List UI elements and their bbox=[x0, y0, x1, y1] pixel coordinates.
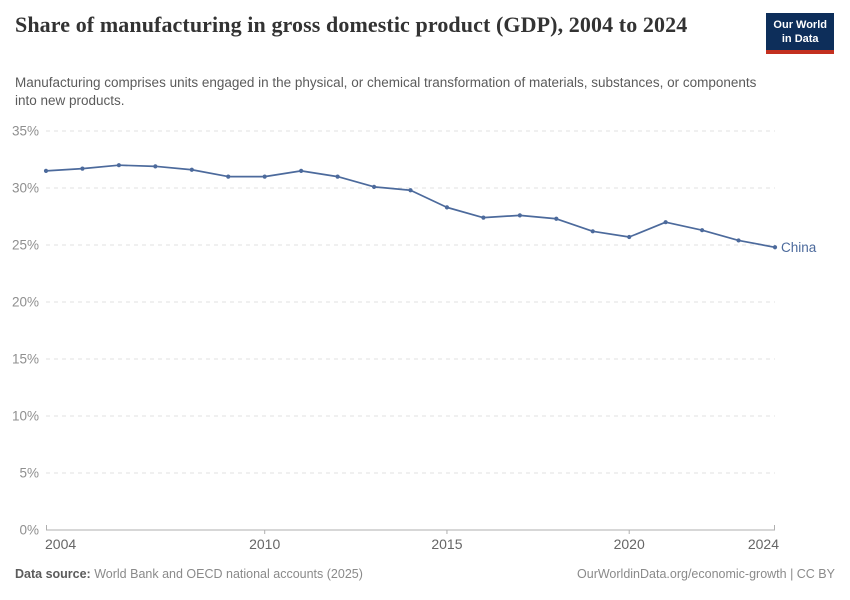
data-point bbox=[299, 168, 304, 173]
y-tick-label: 35% bbox=[12, 124, 39, 139]
data-point bbox=[226, 174, 231, 179]
chart-footer: Data source: World Bank and OECD nationa… bbox=[15, 567, 835, 581]
x-tick-label: 2015 bbox=[431, 536, 462, 552]
owid-logo-line1: Our World bbox=[773, 19, 827, 31]
data-point bbox=[627, 234, 632, 240]
data-point bbox=[700, 228, 705, 233]
series-line bbox=[45, 164, 776, 249]
owid-logo: Our World in Data bbox=[766, 13, 834, 54]
owid-logo-line2: in Data bbox=[781, 33, 819, 46]
page-title: Share of manufacturing in gross domestic… bbox=[15, 12, 688, 37]
data-point bbox=[80, 166, 85, 171]
data-point bbox=[262, 174, 267, 179]
data-point bbox=[517, 213, 522, 218]
y-tick-label: 20% bbox=[12, 295, 39, 310]
data-point bbox=[116, 163, 121, 168]
data-source-text: World Bank and OECD national accounts (2… bbox=[94, 567, 363, 581]
y-tick-label: 5% bbox=[19, 466, 39, 481]
x-tick-label: 2024 bbox=[748, 536, 779, 552]
y-tick-label: 10% bbox=[12, 409, 39, 424]
data-source: Data source: World Bank and OECD nationa… bbox=[15, 567, 363, 581]
data-point bbox=[590, 229, 595, 234]
data-source-label: Data source: bbox=[15, 567, 91, 581]
data-point bbox=[554, 216, 559, 221]
x-tick-label: 2004 bbox=[45, 536, 76, 552]
data-point bbox=[444, 205, 450, 210]
y-tick-label: 25% bbox=[12, 238, 39, 253]
data-point bbox=[335, 174, 340, 179]
y-tick-label: 30% bbox=[12, 181, 39, 196]
y-tick-label: 15% bbox=[12, 352, 39, 367]
data-point bbox=[43, 168, 49, 173]
chart-subtitle: Manufacturing comprises units engaged in… bbox=[15, 75, 757, 108]
data-point bbox=[481, 215, 486, 220]
data-point bbox=[153, 164, 158, 169]
data-point bbox=[371, 184, 377, 189]
data-point bbox=[772, 245, 778, 250]
credit-link: OurWorldinData.org/economic-growth | CC … bbox=[577, 567, 835, 581]
data-point bbox=[408, 188, 413, 193]
series-end-label: China bbox=[781, 240, 817, 255]
x-tick-label: 2020 bbox=[614, 536, 645, 552]
data-point bbox=[736, 238, 741, 243]
data-point bbox=[663, 220, 668, 225]
y-tick-label: 0% bbox=[19, 523, 39, 538]
data-point bbox=[189, 167, 194, 172]
x-tick-label: 2010 bbox=[249, 536, 280, 552]
